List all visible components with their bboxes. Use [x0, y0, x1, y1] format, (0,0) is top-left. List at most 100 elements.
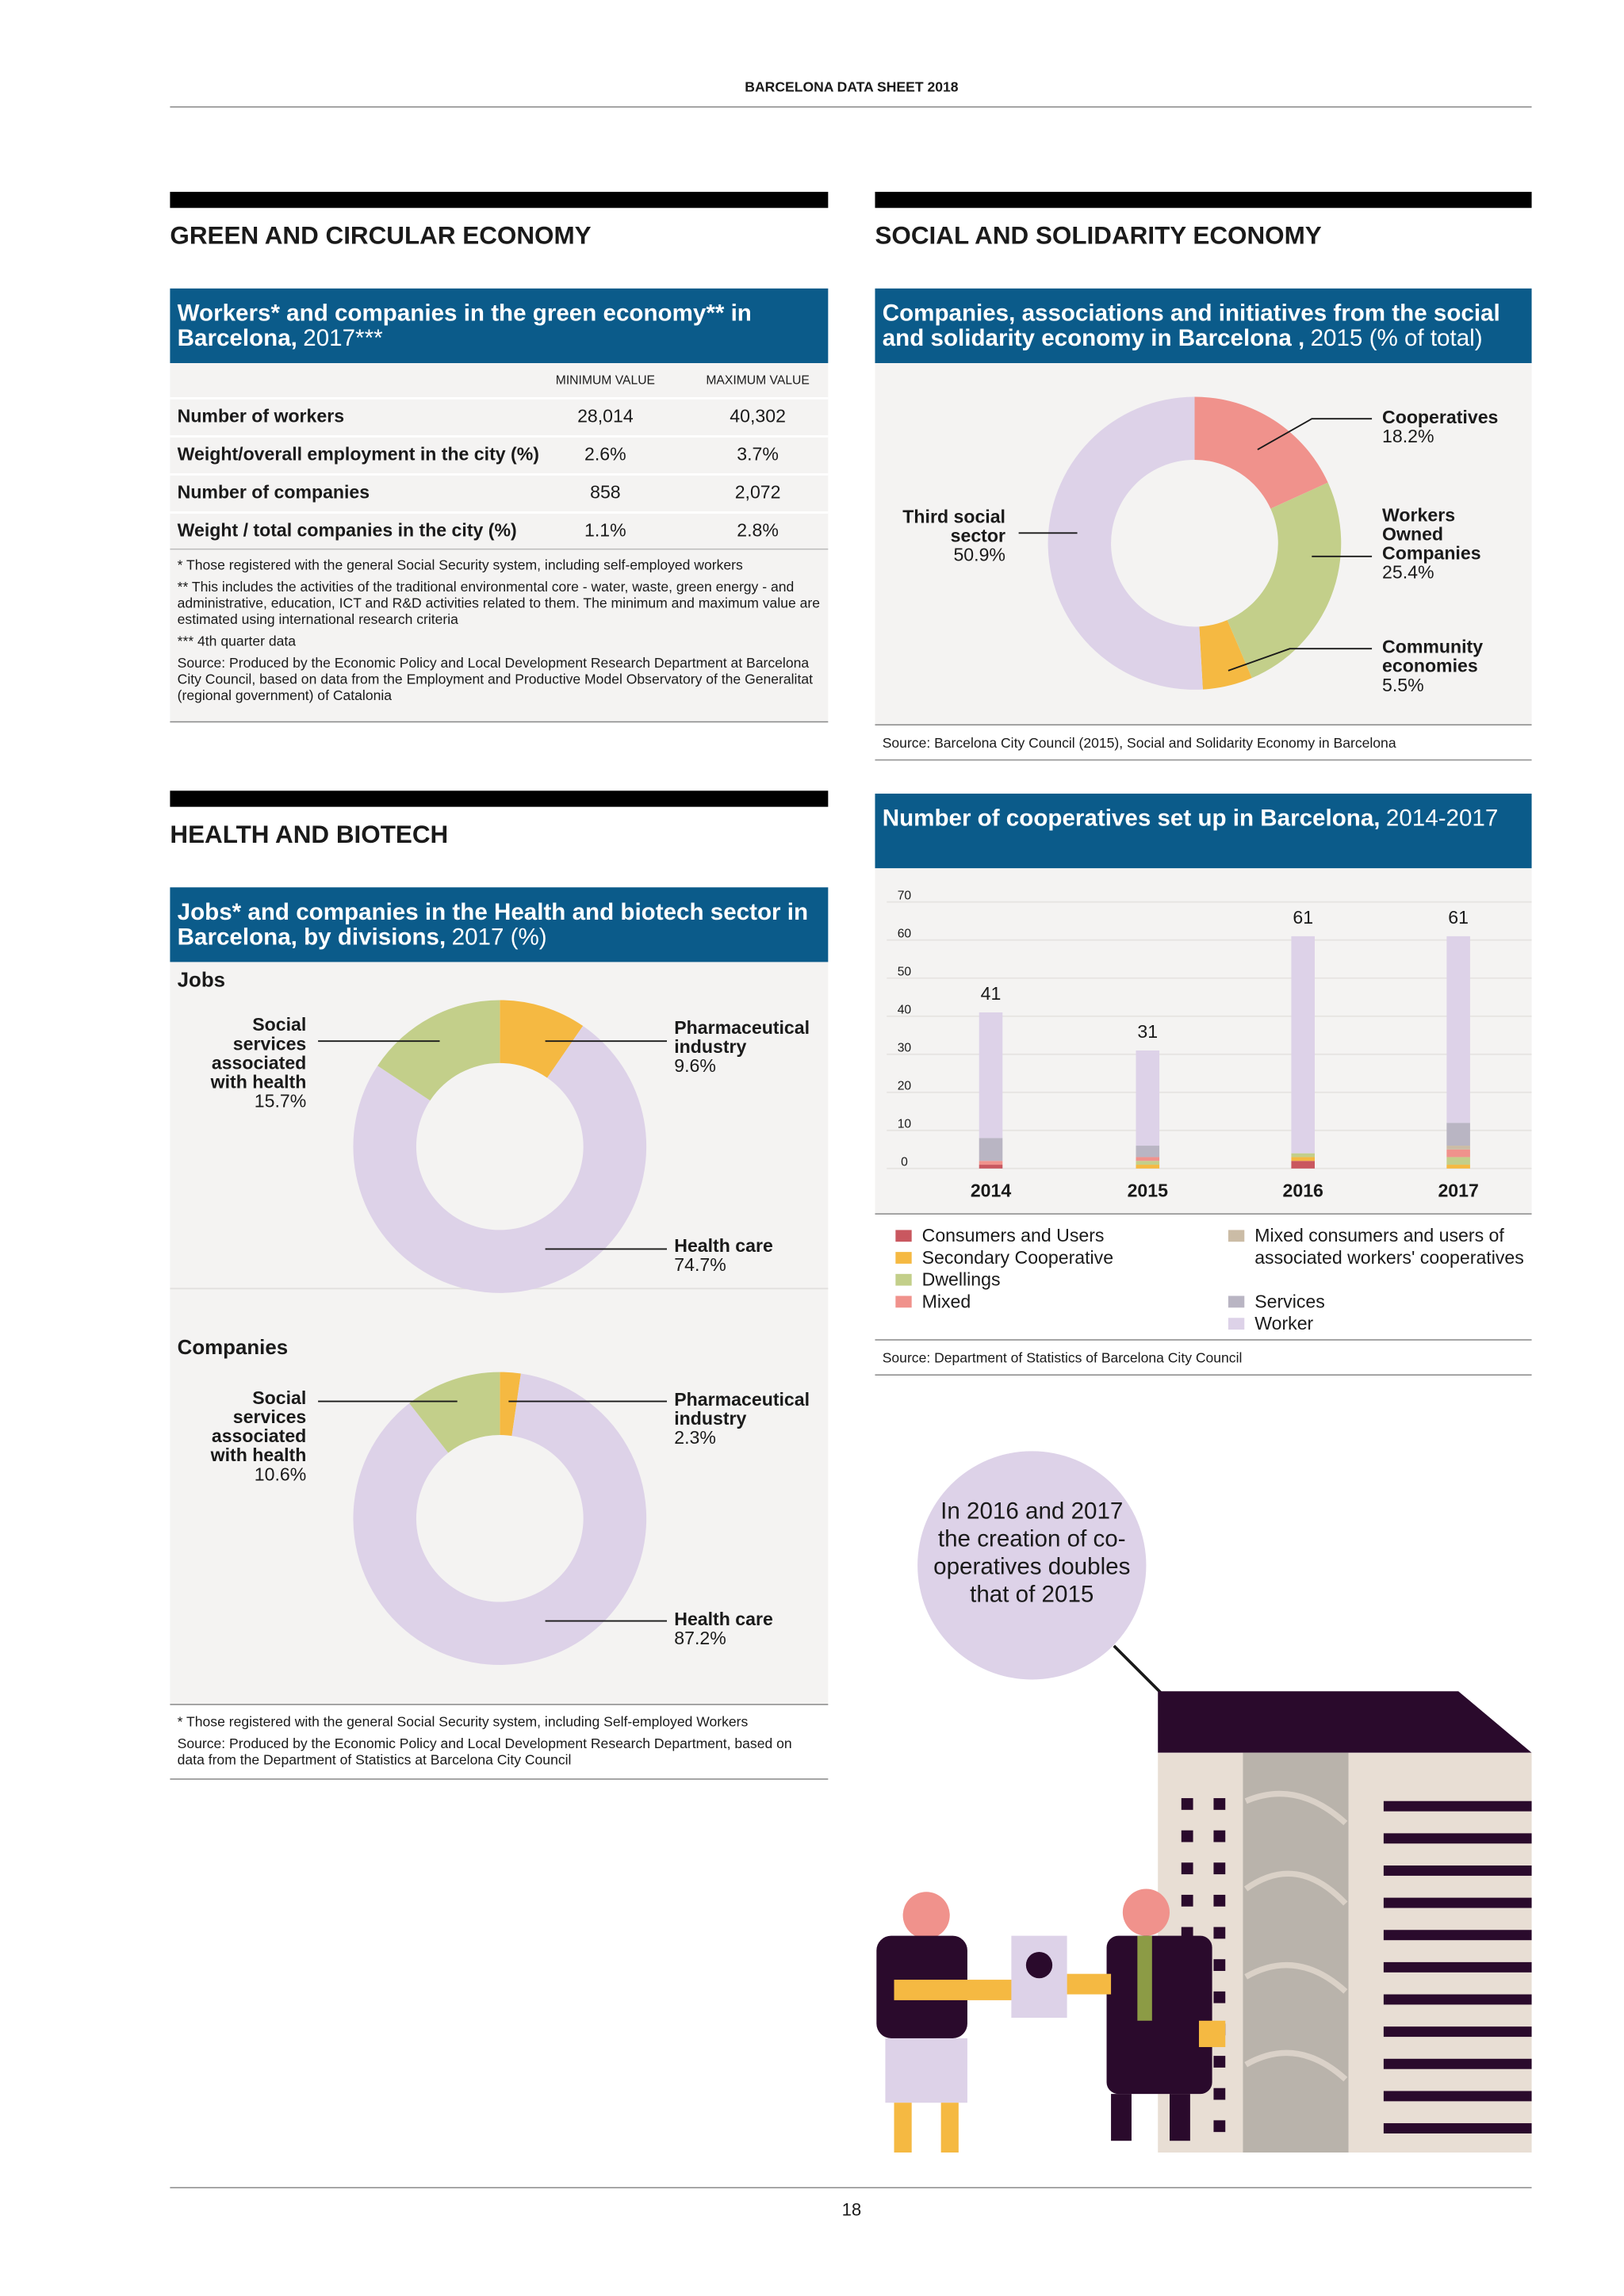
callout: In 2016 and 2017 the creation of co-oper… — [929, 1498, 1135, 1609]
leader-line — [1257, 418, 1373, 450]
callout-pointer — [1113, 1644, 1162, 1694]
bar-segment — [979, 1165, 1003, 1169]
note: * Those registered with the general Soci… — [177, 1714, 749, 1732]
legend-label: Services — [1254, 1292, 1526, 1314]
bar-segment — [979, 1138, 1003, 1161]
legend-swatch — [1228, 1230, 1245, 1242]
panel-title-block: Number of cooperatives set up in Barcelo… — [883, 807, 1527, 832]
donut-label-value: 87.2% — [674, 1628, 726, 1649]
legend-label: Consumers and Users — [921, 1225, 1105, 1246]
notes-block: * Those registered with the general Soci… — [178, 558, 822, 705]
donut-label-value: 10.6% — [254, 1464, 307, 1485]
bar-segment — [979, 1161, 1003, 1165]
person-leg — [894, 2103, 912, 2152]
table-row-label: Number of companies — [178, 482, 370, 503]
panel-header — [170, 887, 829, 962]
legend-label-block: Services — [1254, 1292, 1526, 1314]
legend-label: Worker — [1254, 1314, 1526, 1336]
notes: * Those registered with the general Soci… — [178, 558, 822, 705]
table-cell: 40,302 — [730, 405, 786, 426]
callout-bubble — [917, 1451, 1147, 1680]
y-tick-label: 20 — [898, 1080, 912, 1093]
donut-label-block: Third social sector 50.9% — [888, 508, 1005, 565]
legend-swatch — [895, 1273, 912, 1286]
legend-text: Consumers and Users — [921, 1225, 1105, 1246]
legend-text: Services — [1254, 1292, 1325, 1312]
legend-label-block: Mixed — [922, 1292, 1193, 1314]
donut-segment — [353, 1373, 647, 1665]
donut-label-value: 74.7% — [674, 1254, 726, 1276]
person-arm — [894, 1980, 1026, 2000]
donut-label-block: Social services associated with health 10… — [189, 1390, 307, 1485]
table-cell: 2.8% — [737, 520, 779, 541]
bar-segment — [1136, 1165, 1160, 1169]
panel-title-block: Workers* and companies in the green econ… — [178, 301, 822, 351]
panel-title-regular: 2015 (% of total) — [1310, 326, 1483, 352]
legend-text: Mixed consumers and users of associated … — [1254, 1225, 1524, 1269]
x-tick-label: 2017 — [1438, 1181, 1478, 1201]
x-tick-label: 2014 — [971, 1181, 1012, 1201]
bar-segment — [1446, 1149, 1470, 1158]
table-cell: 2,072 — [735, 482, 781, 503]
bar-segment — [1136, 1161, 1160, 1165]
panel — [875, 868, 1532, 1215]
notes-block: * Those registered with the general Soci… — [178, 1715, 822, 1769]
table-cell: 2.6% — [584, 443, 626, 464]
panel-title-bold: Jobs* and companies in the Health and bi… — [177, 900, 809, 951]
person-tie — [1137, 1935, 1152, 2021]
donut-label-name: Health care — [674, 1610, 773, 1630]
panel — [170, 363, 829, 722]
bar-segment — [1136, 1050, 1160, 1146]
section-bar — [170, 191, 829, 209]
legend-text: Worker — [1254, 1313, 1314, 1334]
person-skirt — [885, 2038, 967, 2103]
x-tick-label: 2016 — [1283, 1181, 1323, 1201]
panel — [170, 962, 829, 1705]
callout-block: In 2016 and 2017 the creation of co-oper… — [929, 1498, 1135, 1609]
panel-title: Jobs* and companies in the Health and bi… — [177, 900, 809, 951]
bar-segment — [1446, 1157, 1470, 1165]
donut-label-name: Pharmaceutical industry — [674, 1391, 810, 1429]
bar-total-label: 61 — [1448, 907, 1469, 928]
callout-text: In 2016 and 2017 the creation of co-oper… — [933, 1499, 1131, 1608]
panel-title-regular: 2017*** — [303, 326, 383, 352]
note: * Those registered with the general Soci… — [177, 557, 743, 574]
donut-segment — [1048, 396, 1203, 690]
page-number: 18 — [842, 2200, 862, 2220]
donut-label-block: Health care 87.2% — [674, 1611, 821, 1649]
panel-title-bold: Workers* and companies in the green econ… — [177, 301, 752, 352]
person-head — [1122, 1888, 1170, 1936]
section-title: SOCIAL AND SOLIDARITY ECONOMY — [875, 222, 1321, 250]
donut-label-name: Pharmaceutical industry — [674, 1019, 810, 1058]
donut-label-name: Cooperatives — [1382, 408, 1499, 428]
note: Source: Produced by the Economic Policy … — [177, 1736, 792, 1770]
y-tick-label: 70 — [898, 889, 912, 902]
donut-label-block: Cooperatives 18.2% — [1382, 408, 1529, 446]
panel-title-bold: Number of cooperatives set up in Barcelo… — [882, 806, 1381, 832]
bar-segment — [1446, 1165, 1470, 1169]
y-tick-label: 10 — [898, 1118, 912, 1131]
building — [1348, 1752, 1532, 2152]
building-facade — [1243, 1752, 1349, 2152]
donut-label-block: Workers Owned Companies 25.4% — [1382, 507, 1484, 583]
legend-swatch — [895, 1252, 912, 1264]
donut-label-value: 18.2% — [1382, 426, 1434, 447]
section-title: GREEN AND CIRCULAR ECONOMY — [170, 222, 591, 250]
bar-segment — [1291, 936, 1315, 1154]
y-tick-label: 30 — [898, 1042, 912, 1055]
legend-text: Mixed — [921, 1292, 971, 1312]
table-column-header: MAXIMUM VALUE — [706, 373, 810, 387]
donut-segment — [1199, 620, 1252, 690]
table-cell: 28,014 — [577, 405, 634, 426]
legend-label: Mixed consumers and users of associated … — [1254, 1225, 1524, 1269]
legend-text: Secondary Cooperative — [921, 1247, 1114, 1269]
donut-label-block: Community economies 5.5% — [1382, 638, 1500, 695]
legend-label-block: Worker — [1254, 1314, 1526, 1336]
